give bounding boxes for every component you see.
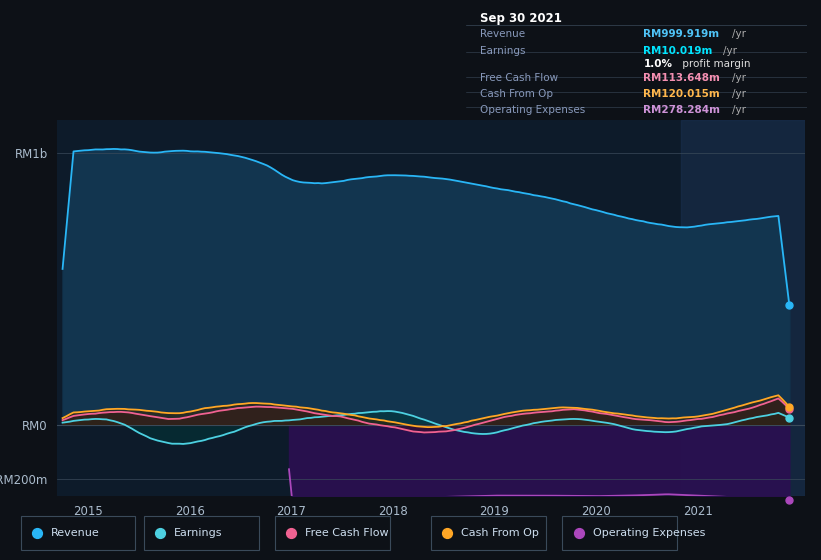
Text: RM113.648m: RM113.648m (644, 73, 720, 83)
Text: /yr: /yr (732, 73, 746, 83)
Text: Cash From Op: Cash From Op (480, 90, 553, 100)
Bar (144, 516, 259, 550)
Text: Earnings: Earnings (480, 46, 525, 56)
Bar (431, 516, 546, 550)
Text: Free Cash Flow: Free Cash Flow (480, 73, 558, 83)
Text: Cash From Op: Cash From Op (461, 529, 539, 538)
Point (30, 529, 44, 538)
Text: RM10.019m: RM10.019m (644, 46, 713, 56)
Point (782, 404, 796, 413)
Text: Free Cash Flow: Free Cash Flow (305, 529, 389, 538)
Bar (562, 516, 677, 550)
Text: profit margin: profit margin (679, 59, 750, 69)
Text: Operating Expenses: Operating Expenses (480, 105, 585, 115)
Bar (21, 516, 135, 550)
Text: 1.0%: 1.0% (644, 59, 672, 69)
Text: RM999.919m: RM999.919m (644, 29, 720, 39)
Bar (275, 516, 390, 550)
Point (782, 301, 796, 310)
Text: /yr: /yr (732, 29, 746, 39)
Text: Revenue: Revenue (51, 529, 99, 538)
Text: Sep 30 2021: Sep 30 2021 (480, 12, 562, 26)
Bar (681, 120, 805, 496)
Text: /yr: /yr (732, 90, 746, 100)
Point (285, 529, 298, 538)
Text: Revenue: Revenue (480, 29, 525, 39)
Point (782, 413, 796, 422)
Point (154, 529, 167, 538)
Text: Operating Expenses: Operating Expenses (593, 529, 705, 538)
Point (572, 529, 585, 538)
Text: RM120.015m: RM120.015m (644, 90, 720, 100)
Point (441, 529, 454, 538)
Text: /yr: /yr (732, 105, 746, 115)
Text: Earnings: Earnings (174, 529, 222, 538)
Point (782, 496, 796, 505)
Point (782, 403, 796, 412)
Text: RM278.284m: RM278.284m (644, 105, 721, 115)
Text: /yr: /yr (723, 46, 737, 56)
